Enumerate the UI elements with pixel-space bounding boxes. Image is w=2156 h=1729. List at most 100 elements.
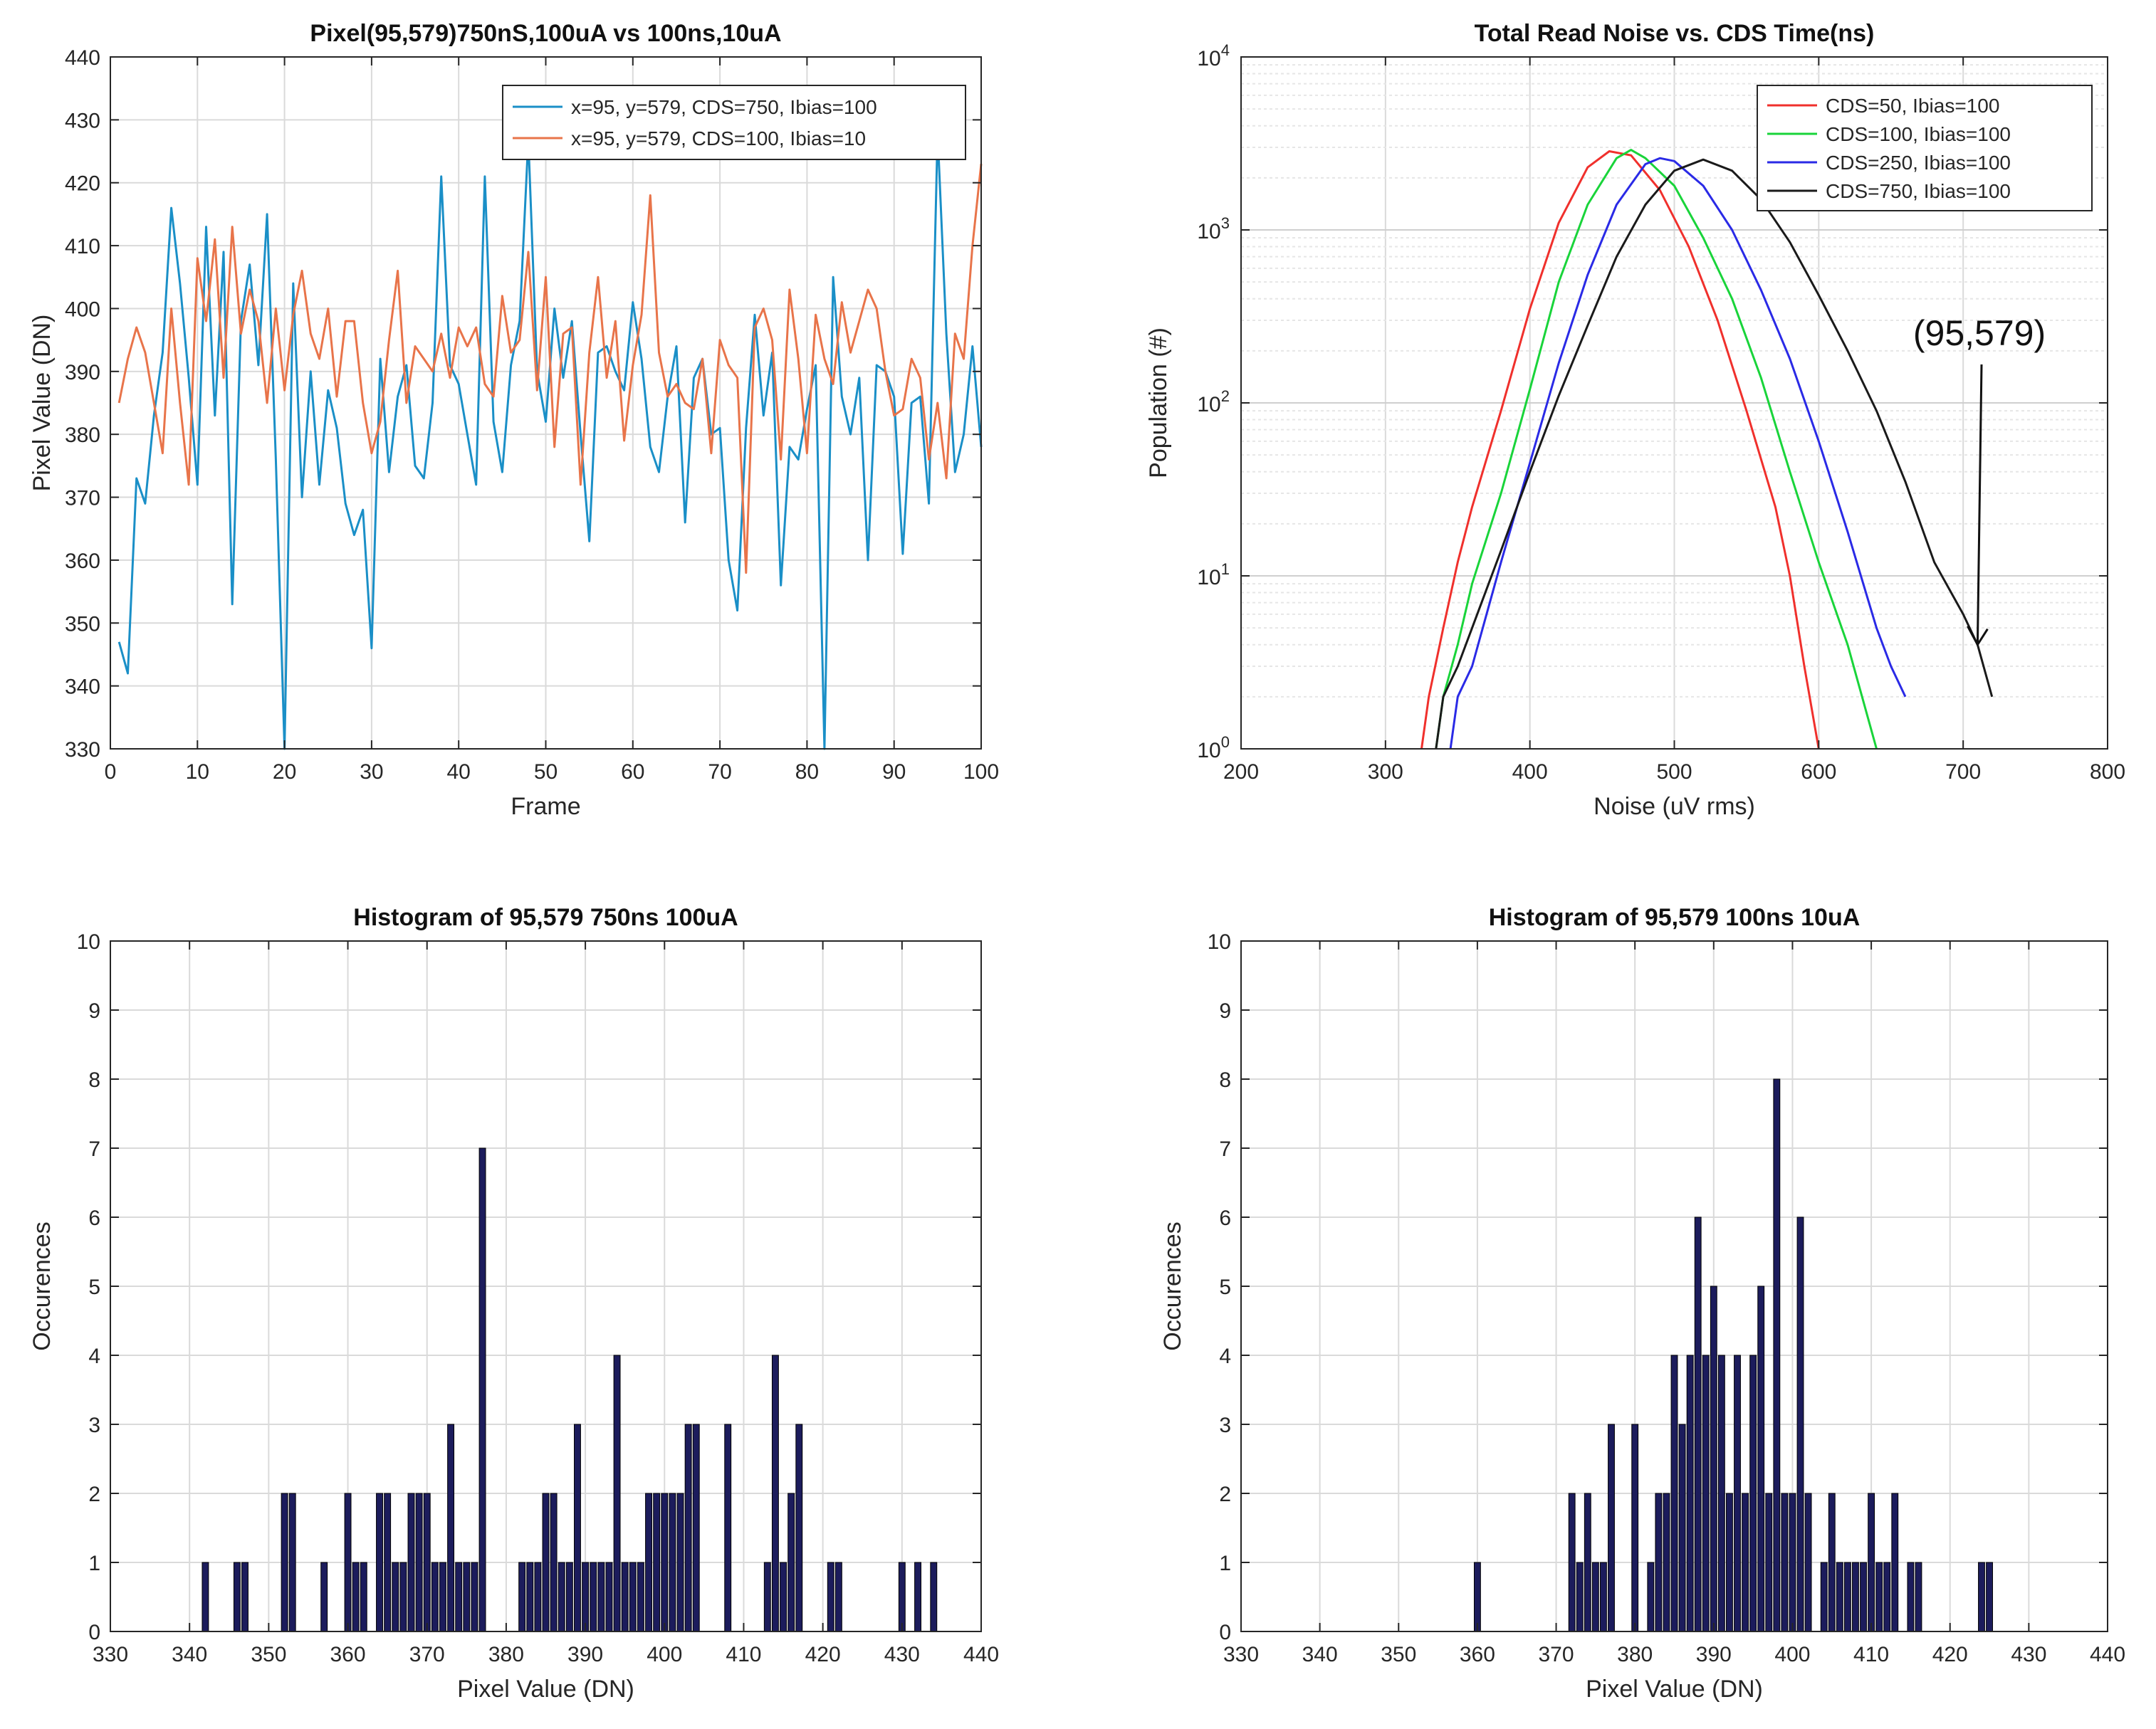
bar xyxy=(834,1562,842,1632)
annotation-arrow xyxy=(1976,364,1983,645)
bar xyxy=(376,1493,383,1632)
chart-histogram-750ns: 330 340 350 360 370 380 390 400 410 420 430 4400123… xyxy=(28,904,999,1703)
chart-title: Pixel(95,579)750nS,100uA vs 100ns,10uA xyxy=(310,20,781,47)
bar xyxy=(645,1493,652,1632)
y-tick-label: 410 xyxy=(65,235,100,258)
x-tick-label: 440 xyxy=(963,1643,999,1666)
bar xyxy=(637,1562,644,1632)
y-tick-label: 101 xyxy=(1197,560,1230,589)
bar xyxy=(320,1562,328,1632)
bar xyxy=(1678,1424,1686,1632)
y-tick-label: 7 xyxy=(88,1137,100,1161)
y-tick-label: 1 xyxy=(1219,1552,1231,1575)
bar xyxy=(1891,1493,1899,1632)
bar xyxy=(455,1562,463,1632)
chart-title: Histogram of 95,579 750ns 100uA xyxy=(353,904,738,931)
ticks: 330 340 350 360 370 380 390 400 410 420 430 4400123… xyxy=(1208,930,2125,1666)
bar xyxy=(471,1562,478,1632)
x-tick-label: 360 xyxy=(330,1643,366,1666)
x-tick-label: 330 xyxy=(1223,1643,1259,1666)
bar xyxy=(384,1493,392,1632)
chart-read-noise: 200 300 400 500 600 700 800 100 101 102 103 104 Tota… xyxy=(1145,20,2125,820)
chart-histogram-100ns: 330 340 350 360 370 380 390 400 410 420 430 4400123… xyxy=(1159,904,2125,1703)
bar xyxy=(653,1493,661,1632)
bar xyxy=(202,1562,209,1632)
x-tick-label: 600 xyxy=(1801,760,1836,784)
x-axis-label: Frame xyxy=(511,793,580,820)
x-tick-label: 370 xyxy=(409,1643,445,1666)
y-tick-label: 400 xyxy=(65,298,100,321)
bar xyxy=(1868,1493,1875,1632)
bar xyxy=(605,1562,613,1632)
y-axis-label: Occurences xyxy=(28,1221,56,1350)
series-0 xyxy=(1420,150,1820,750)
chart-pixel-trace: 0 10 20 30 40 50 60 70 80 90 100 330 340 350 360 370 380… xyxy=(28,20,999,820)
bar xyxy=(1647,1562,1655,1632)
grid xyxy=(1240,57,2108,750)
x-tick-label: 800 xyxy=(2090,760,2125,784)
y-tick-label: 440 xyxy=(65,46,100,70)
x-tick-label: 0 xyxy=(105,760,117,784)
bar xyxy=(597,1562,605,1632)
bar xyxy=(1843,1562,1851,1632)
bar xyxy=(1749,1355,1757,1632)
x-tick-label: 90 xyxy=(882,760,906,784)
x-tick-label: 60 xyxy=(621,760,644,784)
x-tick-label: 390 xyxy=(1696,1643,1732,1666)
bar xyxy=(1765,1493,1773,1632)
y-tick-label: 360 xyxy=(65,550,100,573)
bar xyxy=(898,1562,906,1632)
x-tick-label: 340 xyxy=(1302,1643,1338,1666)
x-tick-label: 70 xyxy=(708,760,731,784)
y-tick-label: 420 xyxy=(65,172,100,196)
bar xyxy=(574,1424,581,1632)
bar xyxy=(1576,1562,1584,1632)
bar xyxy=(1789,1493,1796,1632)
bar xyxy=(669,1493,676,1632)
bar xyxy=(415,1493,423,1632)
legend-label: x=95, y=579, CDS=750, Ibias=100 xyxy=(571,96,877,118)
y-tick-label: 370 xyxy=(65,487,100,510)
y-tick-label: 340 xyxy=(65,676,100,699)
y-axis-label: Population (#) xyxy=(1145,327,1172,478)
x-tick-label: 430 xyxy=(2011,1643,2046,1666)
bar xyxy=(1804,1493,1812,1632)
bar xyxy=(558,1562,565,1632)
y-tick-label: 102 xyxy=(1197,387,1230,416)
bar xyxy=(344,1493,352,1632)
bar xyxy=(661,1493,669,1632)
bar xyxy=(1584,1493,1591,1632)
x-tick-label: 420 xyxy=(1932,1643,1968,1666)
x-tick-label: 100 xyxy=(963,760,999,784)
y-tick-label: 6 xyxy=(88,1207,100,1230)
bar xyxy=(684,1424,692,1632)
x-tick-label: 400 xyxy=(647,1643,682,1666)
series-line xyxy=(1449,157,1907,750)
x-tick-label: 380 xyxy=(1617,1643,1653,1666)
y-tick-label: 4 xyxy=(1219,1345,1231,1368)
y-tick-label: 1 xyxy=(88,1552,100,1575)
y-tick-label: 9 xyxy=(88,999,100,1023)
bar xyxy=(827,1562,834,1632)
bar xyxy=(692,1424,700,1632)
bar xyxy=(1781,1493,1789,1632)
x-tick-label: 350 xyxy=(251,1643,286,1666)
chart-title: Histogram of 95,579 100ns 10uA xyxy=(1489,904,1861,931)
bar xyxy=(542,1493,550,1632)
series-line xyxy=(117,164,983,574)
x-tick-label: 300 xyxy=(1368,760,1403,784)
y-tick-label: 0 xyxy=(1219,1621,1231,1644)
bar xyxy=(1757,1286,1765,1632)
bar xyxy=(1860,1562,1867,1632)
ticks: 0 10 20 30 40 50 60 70 80 90 100 330 340 350 360 370 380… xyxy=(65,46,999,784)
bar xyxy=(1631,1424,1639,1632)
bar xyxy=(518,1562,526,1632)
bar xyxy=(613,1355,621,1632)
bar xyxy=(1655,1493,1663,1632)
bar xyxy=(780,1562,787,1632)
y-tick-label: 4 xyxy=(88,1345,100,1368)
series-line xyxy=(1435,158,1994,750)
bar xyxy=(1742,1493,1749,1632)
y-tick-label: 2 xyxy=(88,1483,100,1506)
series-2 xyxy=(1449,157,1907,750)
